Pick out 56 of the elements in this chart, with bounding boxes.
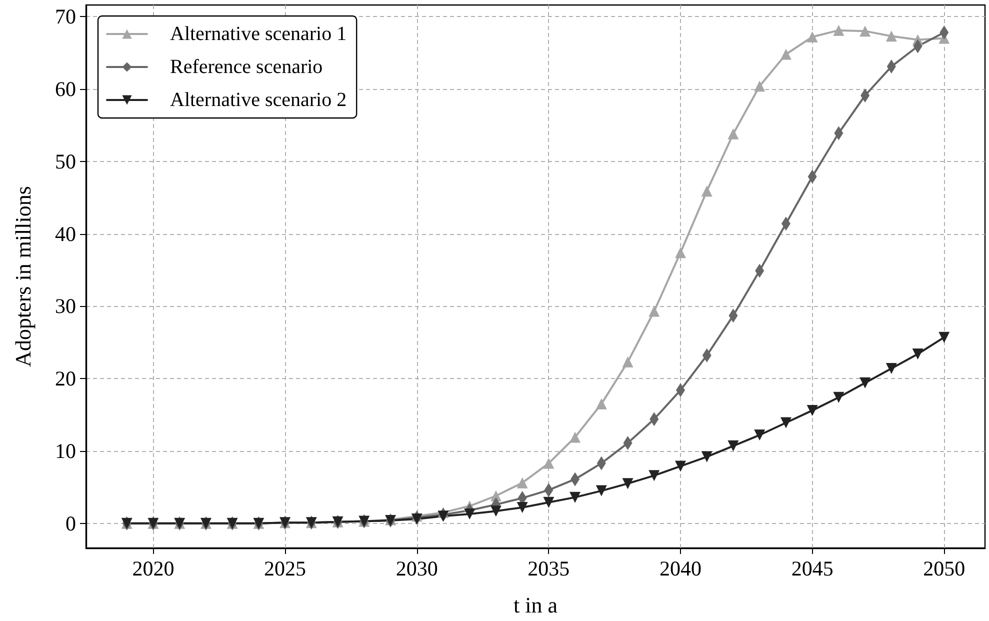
point xyxy=(648,306,660,317)
point xyxy=(701,186,712,197)
point xyxy=(464,508,476,520)
point xyxy=(516,477,528,488)
x-tick-label: 2025 xyxy=(264,556,306,580)
x-tick-label: 2045 xyxy=(791,556,834,580)
point xyxy=(780,48,792,60)
point xyxy=(754,80,766,92)
y-tick-label: 60 xyxy=(55,76,76,101)
legend-label: Alternative scenario 1 xyxy=(170,23,347,45)
point xyxy=(622,356,634,368)
point xyxy=(806,31,818,42)
x-tick-label: 2020 xyxy=(132,556,174,580)
point xyxy=(806,404,818,416)
point xyxy=(860,26,871,37)
point xyxy=(886,30,897,42)
y-tick-label: 10 xyxy=(55,438,76,463)
legend-label: Alternative scenario 2 xyxy=(170,89,347,111)
point xyxy=(596,398,607,410)
x-axis-title: t in a xyxy=(514,592,558,618)
point xyxy=(886,362,897,374)
point xyxy=(938,332,950,343)
y-tick-label: 30 xyxy=(55,294,76,318)
point xyxy=(754,430,766,441)
point xyxy=(543,496,554,508)
point xyxy=(543,458,554,469)
point xyxy=(728,440,739,452)
point xyxy=(675,247,686,258)
point xyxy=(675,460,686,472)
point xyxy=(728,128,739,140)
point xyxy=(780,417,792,428)
point xyxy=(570,432,581,443)
point xyxy=(622,478,634,490)
point xyxy=(596,485,607,496)
y-tick-label: 20 xyxy=(55,366,76,391)
x-tick-label: 2050 xyxy=(923,556,966,580)
y-tick-label: 50 xyxy=(55,149,76,174)
y-tick-label: 40 xyxy=(55,222,76,246)
x-tick-label: 2030 xyxy=(396,556,438,580)
point xyxy=(411,514,422,525)
point xyxy=(912,348,924,360)
point xyxy=(701,451,712,462)
legend-label: Reference scenario xyxy=(170,56,323,78)
point xyxy=(516,502,528,513)
x-tick-label: 2035 xyxy=(528,556,570,580)
y-axis-title: Adopters in millions xyxy=(10,186,36,367)
point xyxy=(490,506,502,517)
point xyxy=(648,470,660,482)
point xyxy=(570,492,581,503)
point xyxy=(860,377,871,388)
point xyxy=(438,510,449,522)
x-tick-label: 2040 xyxy=(660,556,702,580)
y-tick-label: 70 xyxy=(55,4,76,29)
point xyxy=(833,392,844,403)
y-tick-label: 0 xyxy=(66,511,76,536)
point xyxy=(833,24,844,36)
